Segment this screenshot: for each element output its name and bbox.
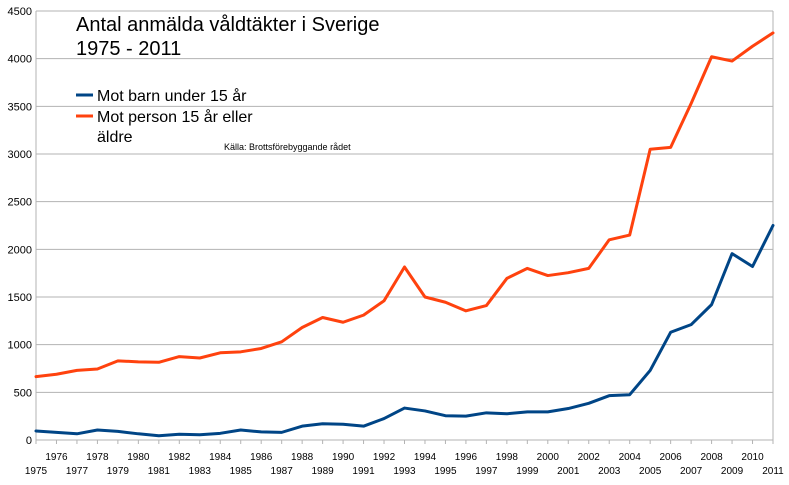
x-tick-label-1981: 1981	[148, 466, 171, 477]
series-line-person	[34, 31, 775, 379]
x-tick-label-1983: 1983	[189, 466, 212, 477]
x-tick-label-1988: 1988	[291, 452, 314, 463]
x-tick-label-1975: 1975	[25, 466, 48, 477]
x-tick-label-1998: 1998	[496, 452, 519, 463]
x-tick-label-2010: 2010	[741, 452, 764, 463]
gridlines	[36, 10, 773, 441]
x-tick-label-2004: 2004	[619, 452, 642, 463]
x-tick-label-1986: 1986	[250, 452, 273, 463]
x-tick-label-1996: 1996	[455, 452, 478, 463]
chart-title-line1: Antal anmälda våldtäkter i Sverige	[76, 14, 380, 36]
x-tick-label-1977: 1977	[66, 466, 89, 477]
y-tick-label-3500: 3500	[8, 101, 32, 113]
x-tick-label-1980: 1980	[127, 452, 150, 463]
x-tick-label-1979: 1979	[107, 466, 130, 477]
x-tick-label-1990: 1990	[332, 452, 355, 463]
x-tick-label-1976: 1976	[45, 452, 68, 463]
x-tick-label-2000: 2000	[537, 452, 560, 463]
x-tick-label-2005: 2005	[639, 466, 662, 477]
legend-label-barn: Mot barn under 15 år	[97, 87, 247, 105]
series-lines	[34, 31, 775, 438]
y-tick-label-1000: 1000	[8, 340, 32, 352]
x-tick-label-2002: 2002	[578, 452, 601, 463]
x-tick-label-1994: 1994	[414, 452, 437, 463]
x-tick-label-2008: 2008	[700, 452, 723, 463]
x-axis: 1975 1976 1977 1978 1979 1980 1981 1982 1983 1984…	[25, 440, 784, 477]
y-tick-label-4000: 4000	[8, 54, 32, 66]
x-tick-label-1995: 1995	[434, 466, 457, 477]
y-axis: 0 500 1000 1500 2000 2500 3000 3500 4000 4500	[8, 6, 774, 447]
y-tick-label-500: 500	[14, 387, 32, 399]
y-tick-label-3000: 3000	[8, 149, 32, 161]
y-tick-label-1500: 1500	[8, 292, 32, 304]
x-tick-label-1993: 1993	[393, 466, 416, 477]
x-tick-label-1991: 1991	[352, 466, 375, 477]
x-tick-label-1992: 1992	[373, 452, 396, 463]
y-tick-label-2500: 2500	[8, 197, 32, 209]
x-tick-label-2009: 2009	[721, 466, 744, 477]
x-tick-label-1987: 1987	[271, 466, 294, 477]
x-tick-label-1978: 1978	[86, 452, 109, 463]
x-tick-label-2007: 2007	[680, 466, 703, 477]
x-tick-label-1997: 1997	[475, 466, 498, 477]
chart-title-line2: 1975 - 2011	[76, 38, 181, 60]
y-tick-label-2000: 2000	[8, 244, 32, 256]
x-tick-label-2006: 2006	[660, 452, 683, 463]
x-tick-label-2011: 2011	[762, 466, 784, 477]
x-tick-label-1985: 1985	[230, 466, 253, 477]
x-tick-label-1984: 1984	[209, 452, 232, 463]
series-line-barn	[34, 224, 775, 438]
legend-label-person-line2: äldre	[97, 129, 133, 146]
x-tick-label-2003: 2003	[598, 466, 621, 477]
x-tick-label-2001: 2001	[557, 466, 580, 477]
legend-label-person-line1: Mot person 15 år eller	[97, 108, 253, 126]
legend: Mot barn under 15 år Mot person 15 år el…	[76, 87, 253, 146]
x-tick-label-1982: 1982	[168, 452, 191, 463]
y-tick-label-0: 0	[26, 435, 32, 447]
x-tick-label-1999: 1999	[516, 466, 539, 477]
source-note: Källa: Brottsförebyggande rådet	[224, 142, 351, 152]
y-tick-label-4500: 4500	[8, 6, 32, 18]
x-tick-label-1989: 1989	[311, 466, 334, 477]
